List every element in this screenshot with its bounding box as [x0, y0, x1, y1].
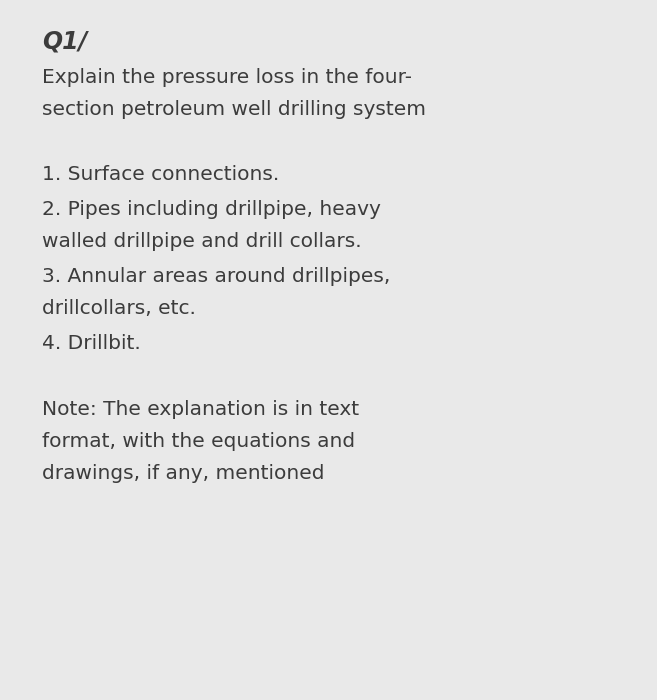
Text: 4. Drillbit.: 4. Drillbit.: [42, 334, 141, 353]
Text: Note: The explanation is in text: Note: The explanation is in text: [42, 400, 359, 419]
Text: walled drillpipe and drill collars.: walled drillpipe and drill collars.: [42, 232, 361, 251]
Text: section petroleum well drilling system: section petroleum well drilling system: [42, 100, 426, 119]
Text: Q1/: Q1/: [42, 30, 87, 54]
Text: 2. Pipes including drillpipe, heavy: 2. Pipes including drillpipe, heavy: [42, 200, 381, 219]
Text: Explain the pressure loss in the four-: Explain the pressure loss in the four-: [42, 68, 412, 87]
Text: drawings, if any, mentioned: drawings, if any, mentioned: [42, 464, 325, 483]
Text: format, with the equations and: format, with the equations and: [42, 432, 355, 451]
Text: 3. Annular areas around drillpipes,: 3. Annular areas around drillpipes,: [42, 267, 390, 286]
Text: 1. Surface connections.: 1. Surface connections.: [42, 165, 279, 184]
Text: drillcollars, etc.: drillcollars, etc.: [42, 299, 196, 318]
